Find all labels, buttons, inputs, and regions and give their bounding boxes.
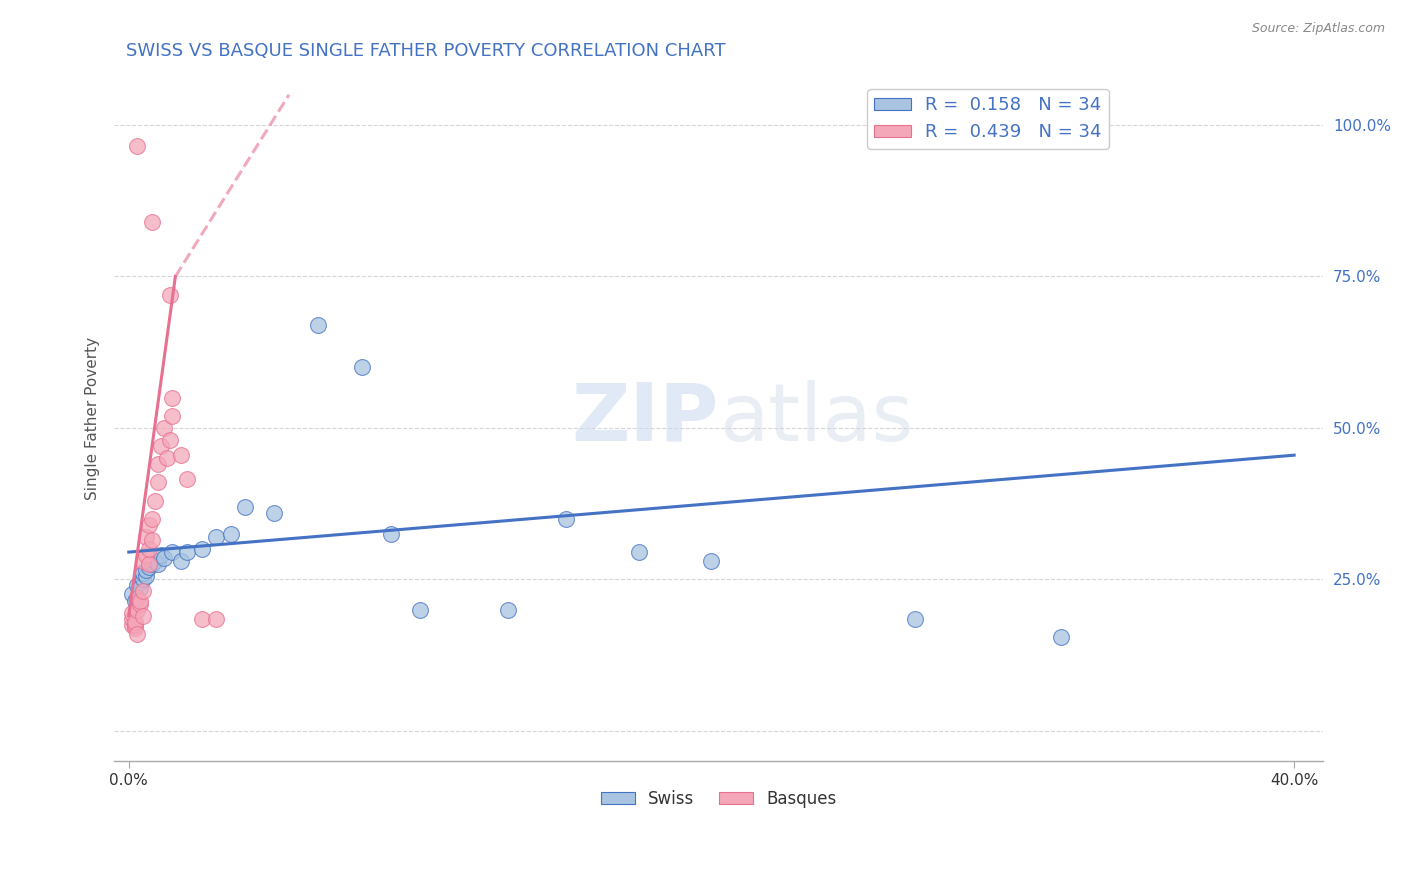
Point bbox=[496, 602, 519, 616]
Point bbox=[135, 530, 157, 544]
Point bbox=[149, 439, 172, 453]
Point bbox=[132, 554, 155, 568]
Point bbox=[132, 566, 155, 581]
Point bbox=[138, 558, 160, 572]
Point bbox=[159, 433, 181, 447]
Point bbox=[127, 627, 149, 641]
Point bbox=[146, 558, 169, 572]
Point bbox=[219, 527, 242, 541]
Point bbox=[141, 512, 163, 526]
Point bbox=[627, 545, 650, 559]
Point bbox=[205, 612, 228, 626]
Point bbox=[176, 472, 198, 486]
Point bbox=[700, 554, 723, 568]
Point bbox=[129, 575, 152, 590]
Point bbox=[135, 548, 157, 562]
Point bbox=[129, 597, 152, 611]
Point bbox=[129, 593, 152, 607]
Point bbox=[263, 506, 285, 520]
Point bbox=[146, 475, 169, 490]
Point bbox=[141, 215, 163, 229]
Point bbox=[190, 542, 212, 557]
Point bbox=[124, 615, 146, 629]
Point bbox=[135, 563, 157, 577]
Point bbox=[149, 548, 172, 562]
Point bbox=[162, 409, 184, 423]
Point bbox=[121, 617, 143, 632]
Point bbox=[409, 602, 432, 616]
Point bbox=[127, 602, 149, 616]
Point bbox=[380, 527, 402, 541]
Point bbox=[143, 493, 166, 508]
Point bbox=[124, 621, 146, 635]
Point bbox=[205, 530, 228, 544]
Legend: Swiss, Basques: Swiss, Basques bbox=[595, 783, 842, 814]
Point bbox=[162, 391, 184, 405]
Point bbox=[156, 451, 179, 466]
Point bbox=[146, 457, 169, 471]
Point bbox=[350, 360, 373, 375]
Point bbox=[904, 612, 927, 626]
Point bbox=[121, 612, 143, 626]
Text: ZIP: ZIP bbox=[571, 380, 718, 458]
Point bbox=[135, 569, 157, 583]
Text: SWISS VS BASQUE SINGLE FATHER POVERTY CORRELATION CHART: SWISS VS BASQUE SINGLE FATHER POVERTY CO… bbox=[127, 42, 725, 60]
Point bbox=[141, 533, 163, 547]
Text: atlas: atlas bbox=[718, 380, 912, 458]
Point bbox=[121, 587, 143, 601]
Point bbox=[152, 551, 174, 566]
Point bbox=[176, 545, 198, 559]
Point bbox=[159, 287, 181, 301]
Point bbox=[554, 512, 576, 526]
Point bbox=[233, 500, 256, 514]
Point bbox=[129, 582, 152, 596]
Point bbox=[143, 554, 166, 568]
Point bbox=[127, 578, 149, 592]
Point bbox=[138, 560, 160, 574]
Point bbox=[127, 591, 149, 605]
Point bbox=[132, 584, 155, 599]
Y-axis label: Single Father Poverty: Single Father Poverty bbox=[86, 337, 100, 500]
Point bbox=[1050, 630, 1073, 644]
Point bbox=[121, 606, 143, 620]
Point bbox=[127, 591, 149, 605]
Point bbox=[307, 318, 329, 332]
Point bbox=[138, 542, 160, 557]
Point bbox=[124, 617, 146, 632]
Point bbox=[152, 421, 174, 435]
Point bbox=[132, 608, 155, 623]
Text: Source: ZipAtlas.com: Source: ZipAtlas.com bbox=[1251, 22, 1385, 36]
Point bbox=[138, 517, 160, 532]
Point bbox=[124, 593, 146, 607]
Point bbox=[141, 558, 163, 572]
Point bbox=[127, 139, 149, 153]
Point bbox=[170, 554, 193, 568]
Point bbox=[170, 448, 193, 462]
Point bbox=[190, 612, 212, 626]
Point bbox=[162, 545, 184, 559]
Point bbox=[132, 573, 155, 587]
